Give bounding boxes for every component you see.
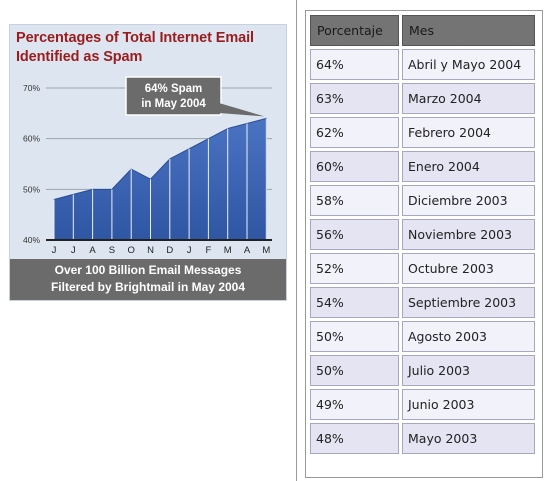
x-tick-label: M: [224, 245, 232, 256]
table-row: 63% Marzo 2004: [310, 83, 535, 114]
y-tick-label: 70%: [23, 83, 40, 93]
cell-porcentaje: 54%: [310, 287, 399, 318]
cell-porcentaje: 58%: [310, 185, 399, 216]
callout-label: 64% Spam: [145, 83, 203, 95]
header-porcentaje: Porcentaje: [310, 15, 399, 46]
chart-title: Percentages of Total Internet Email Iden…: [16, 29, 284, 67]
cell-porcentaje: 50%: [310, 355, 399, 386]
x-tick-label: N: [147, 245, 154, 256]
callout-box: [125, 76, 222, 116]
x-tick-label: J: [187, 245, 192, 256]
table-row: 54% Septiembre 2003: [310, 287, 535, 318]
cell-mes: Agosto 2003: [402, 321, 535, 352]
chart-title-line: Percentages of Total Internet Email: [16, 30, 254, 46]
x-tick-label: F: [205, 245, 211, 256]
table-row: 49% Junio 2003: [310, 389, 535, 420]
cell-mes: Octubre 2003: [402, 253, 535, 284]
table-row: 58% Diciembre 2003: [310, 185, 535, 216]
cell-porcentaje: 50%: [310, 321, 399, 352]
y-tick-label: 50%: [23, 184, 40, 194]
x-tick-label: J: [71, 245, 76, 256]
table-row: 50% Agosto 2003: [310, 321, 535, 352]
x-tick-label: O: [128, 245, 135, 256]
callout-label: in May 2004: [141, 98, 206, 110]
table-row: 48% Mayo 2003: [310, 423, 535, 454]
cell-mes: Julio 2003: [402, 355, 535, 386]
cell-mes: Febrero 2004: [402, 117, 535, 148]
cell-porcentaje: 56%: [310, 219, 399, 250]
cell-mes: Mayo 2003: [402, 423, 535, 454]
cell-porcentaje: 62%: [310, 117, 399, 148]
table-header-row: Porcentaje Mes: [310, 15, 535, 46]
data-table: Porcentaje Mes 64% Abril y Mayo 2004 63% Ma…: [307, 12, 538, 457]
callout-pointer: [219, 103, 265, 117]
chart-title-line: Identified as Spam: [16, 49, 143, 65]
cell-porcentaje: 64%: [310, 49, 399, 80]
table-row: 56% Noviembre 2003: [310, 219, 535, 250]
cell-mes: Noviembre 2003: [402, 219, 535, 250]
spam-area-series: [53, 117, 267, 241]
cell-mes: Marzo 2004: [402, 83, 535, 114]
cell-porcentaje: 48%: [310, 423, 399, 454]
header-mes: Mes: [402, 15, 535, 46]
table-row: 60% Enero 2004: [310, 151, 535, 182]
chart-footer-line: Filtered by Brightmail in May 2004: [50, 280, 246, 294]
x-tick-label: S: [109, 245, 115, 256]
x-tick-label: D: [166, 245, 173, 256]
cell-porcentaje: 49%: [310, 389, 399, 420]
cell-porcentaje: 63%: [310, 83, 399, 114]
table-row: 52% Octubre 2003: [310, 253, 535, 284]
panel-divider: [296, 0, 297, 481]
x-tick-label: A: [244, 245, 251, 256]
cell-mes: Septiembre 2003: [402, 287, 535, 318]
table-row: 62% Febrero 2004: [310, 117, 535, 148]
chart-footer: Over 100 Billion Email Messages Filtered…: [10, 259, 286, 300]
cell-mes: Enero 2004: [402, 151, 535, 182]
cell-mes: Abril y Mayo 2004: [402, 49, 535, 80]
table-row: 64% Abril y Mayo 2004: [310, 49, 535, 80]
table-row: 50% Julio 2003: [310, 355, 535, 386]
data-table-panel: Porcentaje Mes 64% Abril y Mayo 2004 63% Ma…: [305, 10, 543, 478]
chart-footer-line: Over 100 Billion Email Messages: [54, 263, 242, 277]
x-tick-label: A: [89, 245, 96, 256]
x-tick-label: M: [262, 245, 270, 256]
y-tick-label: 40%: [23, 235, 40, 245]
y-tick-label: 60%: [23, 134, 40, 144]
cell-porcentaje: 52%: [310, 253, 399, 284]
cell-mes: Junio 2003: [402, 389, 535, 420]
cell-porcentaje: 60%: [310, 151, 399, 182]
x-tick-label: J: [52, 245, 57, 256]
cell-mes: Diciembre 2003: [402, 185, 535, 216]
